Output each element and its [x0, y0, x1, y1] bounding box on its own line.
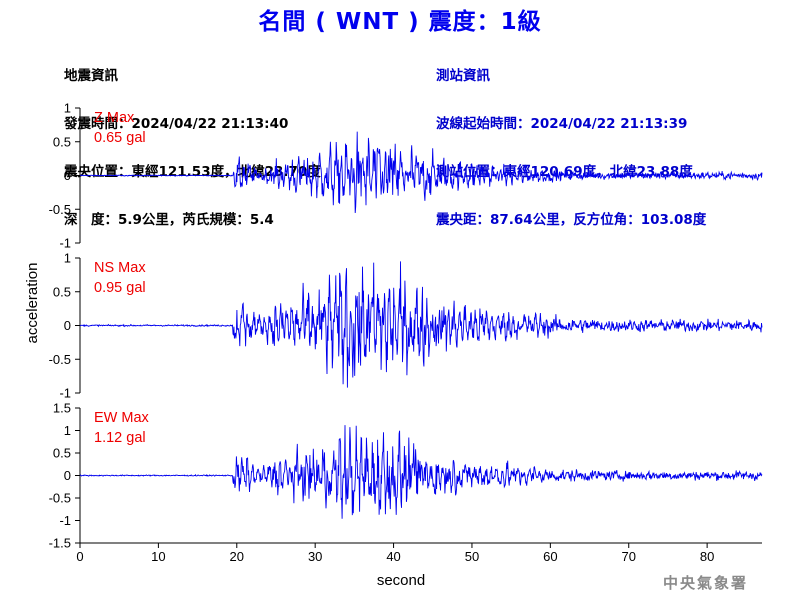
x-tick-label: 80	[700, 549, 714, 564]
x-tick-label: 0	[76, 549, 83, 564]
quake-info-block: 地震資訊 發震時間：2024/04/22 21:13:40 震央位置：東經121…	[64, 36, 321, 244]
y-tick-label-NS: 1	[64, 251, 71, 266]
y-axis-title: acceleration	[24, 263, 41, 344]
station-info-block: 測站資訊 波線起始時間：2024/04/22 21:13:39 測站位置：東經1…	[436, 36, 706, 244]
y-tick-label-EW: -1.5	[49, 536, 71, 551]
y-tick-label-Z: -0.5	[49, 202, 71, 217]
quake-depth-magnitude: 深 度：5.9公里，芮氏規模：5.4	[64, 212, 274, 228]
max-value-NS: 0.95 gal	[94, 280, 146, 296]
x-tick-label: 30	[308, 549, 322, 564]
y-tick-label-NS: -1	[59, 386, 71, 401]
x-tick-label: 70	[622, 549, 636, 564]
max-value-Z: 0.65 gal	[94, 130, 146, 146]
y-tick-label-Z: 1	[64, 101, 71, 116]
waveform-Z	[80, 131, 763, 214]
quake-info-heading: 地震資訊	[64, 68, 118, 84]
x-tick-label: 60	[543, 549, 557, 564]
y-tick-label-NS: 0.5	[53, 284, 71, 299]
max-label-NS: NS Max	[94, 260, 146, 276]
x-tick-label: 50	[465, 549, 479, 564]
y-tick-label-EW: 0.5	[53, 446, 71, 461]
quake-origin-time: 發震時間：2024/04/22 21:13:40	[64, 116, 289, 132]
y-tick-label-NS: 0	[64, 318, 71, 333]
x-axis-title: second	[377, 572, 425, 589]
y-tick-label-EW: 0	[64, 468, 71, 483]
x-tick-label: 40	[386, 549, 400, 564]
chart-title: 名間 ( WNT ) 震度：1級	[258, 9, 542, 35]
y-tick-label-Z: 0	[64, 168, 71, 183]
waveform-NS	[79, 261, 763, 388]
waveform-EW	[79, 425, 763, 519]
station-distance: 震央距：87.64公里，反方位角：103.08度	[436, 212, 707, 228]
agency-credit: 中央氣象署	[662, 574, 748, 592]
y-tick-label-EW: -1	[59, 513, 71, 528]
y-tick-label-Z: -1	[59, 236, 71, 251]
y-tick-label-EW: 1.5	[53, 401, 71, 416]
y-tick-label-Z: 0.5	[53, 134, 71, 149]
y-tick-label-NS: -0.5	[49, 352, 71, 367]
max-label-EW: EW Max	[94, 410, 150, 426]
station-wave-start: 波線起始時間：2024/04/22 21:13:39	[436, 116, 688, 132]
station-info-heading: 測站資訊	[436, 68, 490, 84]
y-tick-label-EW: -0.5	[49, 491, 71, 506]
station-location: 測站位置：東經120.69度，北緯23.88度	[436, 164, 693, 180]
x-tick-label: 10	[151, 549, 165, 564]
x-tick-label: 20	[230, 549, 244, 564]
max-label-Z: Z Max	[94, 110, 135, 126]
max-value-EW: 1.12 gal	[94, 430, 146, 446]
y-tick-label-EW: 1	[64, 423, 71, 438]
